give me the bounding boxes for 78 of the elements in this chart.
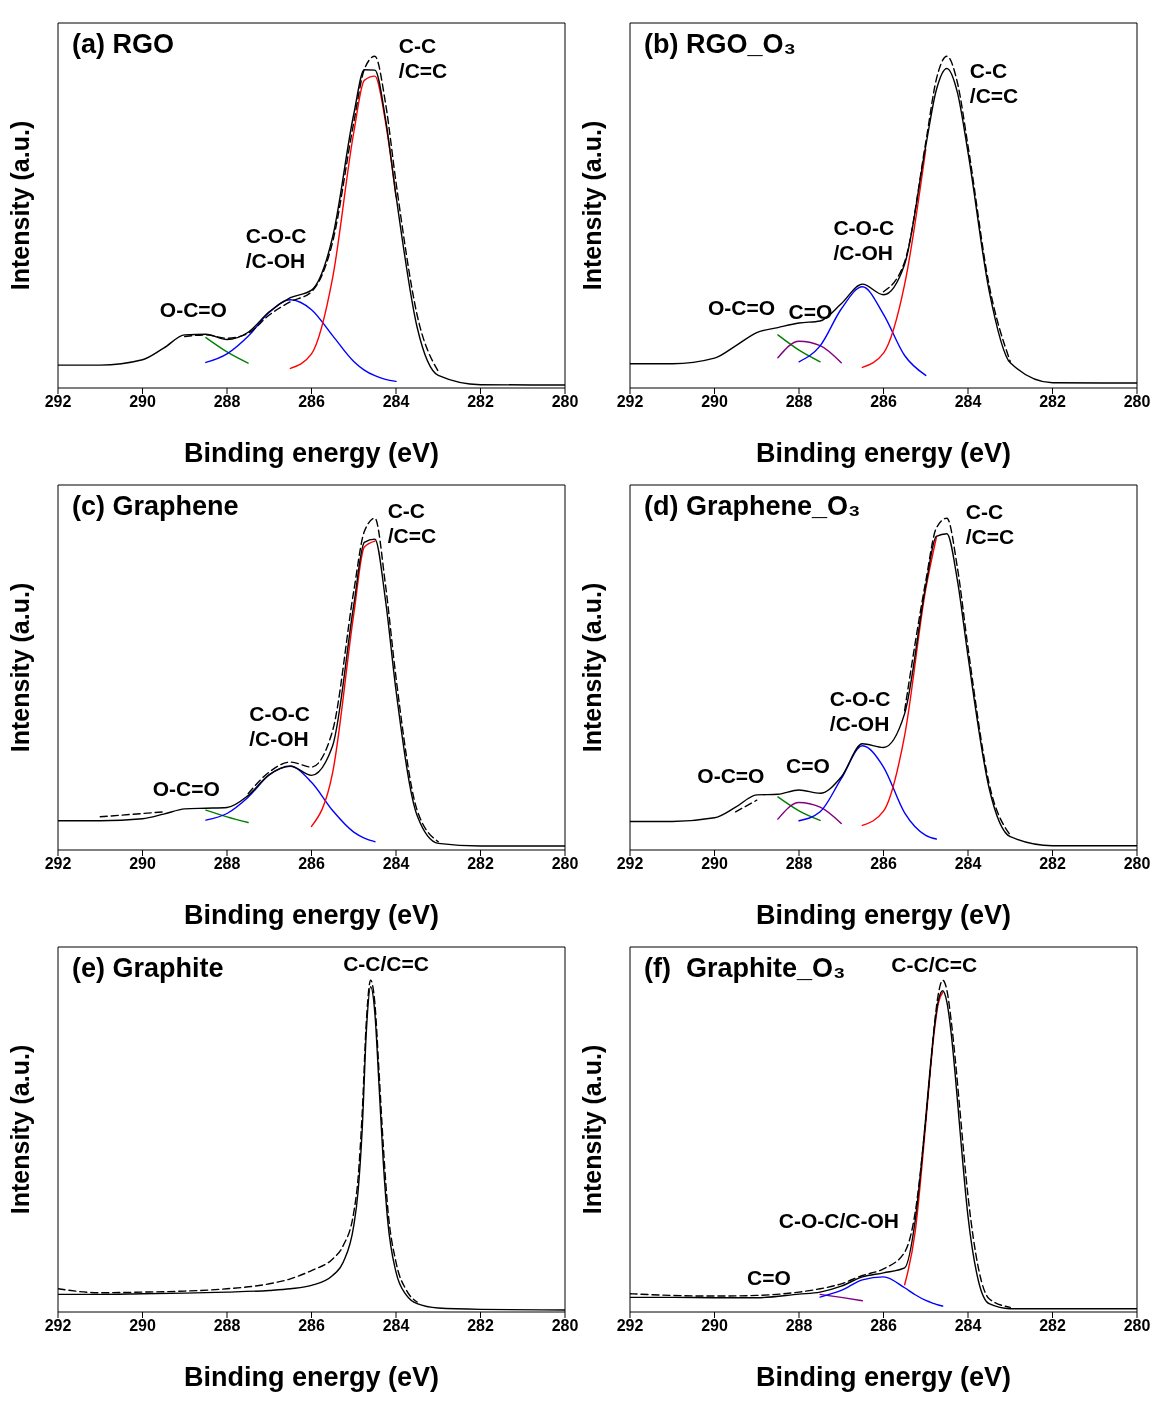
annotation: O-C=O: [159, 296, 227, 322]
annotation: O-C=O: [697, 762, 765, 788]
x-tick-label: 288: [213, 393, 241, 411]
x-tick-label: 288: [213, 1317, 241, 1335]
x-axis-title: Binding energy (eV): [183, 900, 440, 930]
x-tick-label: 282: [467, 855, 494, 873]
x-tick-label: 290: [701, 393, 728, 411]
x-tick-label: 292: [616, 855, 644, 873]
x-tick-label: 280: [551, 393, 579, 411]
chart-title: (f) Graphite_O₃: [644, 953, 846, 984]
chart-title: (d) Graphene_O₃: [644, 491, 861, 522]
x-tick-label: 284: [382, 393, 410, 411]
x-tick-label: 284: [382, 1317, 410, 1335]
x-axis-title: Binding energy (eV): [183, 438, 440, 468]
x-tick-label: 282: [1039, 393, 1066, 411]
x-tick-label: 288: [785, 393, 813, 411]
x-tick-label: 290: [701, 1317, 728, 1335]
annotation: C-C /C=C: [965, 499, 1015, 550]
x-tick-label: 286: [870, 1317, 897, 1335]
y-axis-title: Intensity (a.u.): [577, 1044, 606, 1215]
annotation: C-O-C /C-OH: [245, 223, 307, 274]
annotation: C-O-C/C-OH: [778, 1207, 899, 1233]
annotation: C-C /C=C: [387, 497, 437, 548]
text: C-C/C=C: [891, 951, 978, 977]
x-tick-label: 282: [467, 1317, 494, 1335]
x-tick-label: 292: [44, 855, 72, 873]
annotation: C-O-C /C-OH: [829, 686, 891, 737]
x-tick-label: 280: [1123, 393, 1151, 411]
x-tick-label: 288: [785, 1317, 813, 1335]
annotation: C-O-C /C-OH: [833, 214, 895, 265]
y-axis-title: Intensity (a.u.): [5, 1044, 34, 1215]
x-tick-label: 292: [44, 1317, 72, 1335]
chart-title: (c) Graphene: [72, 491, 239, 522]
x-tick-label: 284: [954, 393, 982, 411]
y-axis-title: Intensity (a.u.): [577, 582, 606, 753]
x-tick-label: 290: [129, 393, 156, 411]
x-tick-label: 290: [129, 855, 156, 873]
annotation: C=O: [788, 298, 833, 324]
x-axis-title: Binding energy (eV): [755, 1362, 1012, 1392]
x-tick-label: 280: [1123, 855, 1151, 873]
x-tick-label: 284: [954, 855, 982, 873]
x-tick-label: 280: [551, 855, 579, 873]
annotation: C=O: [747, 1264, 791, 1290]
x-tick-label: 282: [467, 393, 494, 411]
annotation: O-C=O: [707, 294, 776, 320]
x-tick-label: 280: [551, 1317, 579, 1335]
x-tick-label: 288: [785, 855, 813, 873]
x-tick-label: 282: [1039, 855, 1066, 873]
chart-title: (e) Graphite: [72, 953, 224, 984]
x-tick-label: 290: [701, 855, 728, 873]
x-tick-label: 286: [870, 855, 897, 873]
x-tick-label: 284: [382, 855, 410, 873]
x-tick-label: 286: [298, 393, 325, 411]
x-tick-label: 280: [1123, 1317, 1151, 1335]
annotation: C-C /C=C: [969, 57, 1019, 108]
x-tick-label: 282: [1039, 1317, 1066, 1335]
x-axis-title: Binding energy (eV): [755, 438, 1012, 468]
y-axis-title: Intensity (a.u.): [577, 120, 606, 291]
x-tick-label: 292: [616, 1317, 644, 1335]
text: C-C/C=C: [343, 950, 429, 976]
annotation: O-C=O: [152, 775, 220, 801]
chart-title: (a) RGO: [72, 29, 175, 60]
x-tick-label: 284: [954, 1317, 982, 1335]
annotation: C-C /C=C: [398, 32, 448, 83]
chart-title: (b) RGO_O₃: [644, 29, 796, 60]
x-tick-label: 286: [870, 393, 897, 411]
annotation: C-O-C /C-OH: [249, 700, 310, 751]
y-axis-title: Intensity (a.u.): [5, 582, 34, 753]
x-tick-label: 286: [298, 855, 325, 873]
x-axis-title: Binding energy (eV): [755, 900, 1012, 930]
y-axis-title: Intensity (a.u.): [5, 120, 34, 291]
x-tick-label: 292: [616, 393, 644, 411]
x-tick-label: 290: [129, 1317, 156, 1335]
x-axis-title: Binding energy (eV): [183, 1362, 440, 1392]
x-tick-label: 288: [213, 855, 241, 873]
x-tick-label: 292: [44, 393, 72, 411]
annotation: C=O: [786, 752, 830, 778]
x-tick-label: 286: [298, 1317, 325, 1335]
